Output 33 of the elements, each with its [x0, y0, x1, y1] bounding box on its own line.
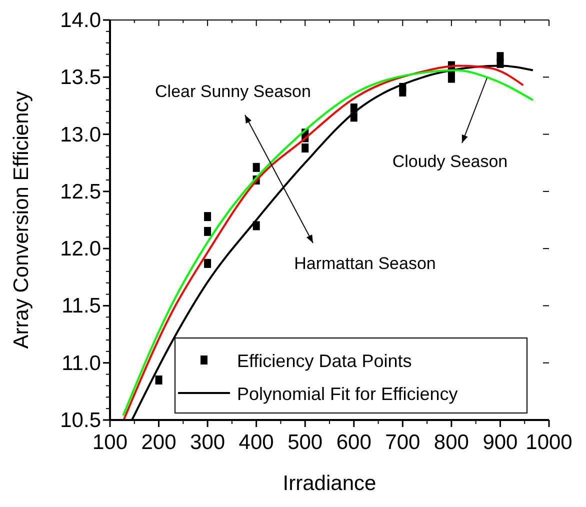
y-tick-label: 10.5 — [60, 409, 101, 432]
x-tick-label: 500 — [288, 431, 323, 454]
y-tick-label: 11.5 — [62, 294, 101, 318]
y-tick-label: 14.0 — [60, 9, 101, 32]
point — [302, 144, 309, 152]
annotation: Harmattan Season — [294, 254, 436, 273]
x-tick-label: 300 — [190, 431, 226, 454]
annotation: Clear Sunny Season — [155, 82, 311, 101]
x-tick-label: 700 — [385, 431, 420, 454]
y-tick-label: 13.5 — [60, 66, 101, 90]
x-tick-label: 400 — [238, 431, 274, 454]
point — [204, 258, 212, 268]
x-tick-label: 800 — [434, 431, 469, 454]
point — [204, 212, 212, 222]
point — [155, 376, 162, 384]
point — [399, 88, 406, 96]
y-tick-label: 13.0 — [60, 123, 101, 146]
y-axis-title: Array Conversion Efficiency — [10, 90, 33, 349]
x-tick-label: 100 — [92, 431, 128, 454]
y-tick-label: 12.5 — [60, 180, 101, 204]
y-tick-label: 12.0 — [60, 238, 101, 261]
x-tick-label: 200 — [141, 431, 176, 454]
point — [252, 162, 260, 172]
x-tick-label: 1000 — [526, 431, 572, 454]
x-axis-title: Irradiance — [282, 472, 376, 495]
legend-label: Efficiency Data Points — [237, 351, 412, 371]
y-tick-label: 11.0 — [62, 352, 101, 375]
x-tick-label: 900 — [482, 431, 518, 454]
point — [448, 74, 455, 83]
x-tick-label: 600 — [336, 431, 372, 454]
legend-label: Polynomial Fit for Efficiency — [237, 384, 458, 404]
annotation: Cloudy Season — [392, 152, 508, 171]
point — [204, 226, 212, 236]
